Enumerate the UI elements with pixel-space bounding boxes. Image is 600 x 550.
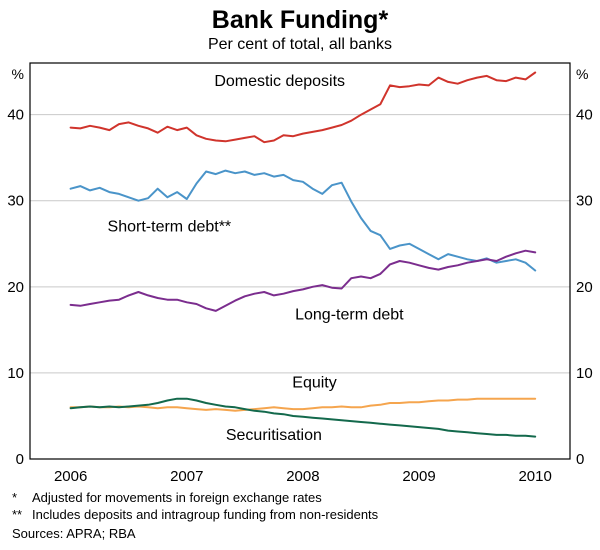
plot-frame (29, 62, 571, 460)
footnote-2-marker: ** (12, 507, 23, 523)
footnote-2: ** Includes deposits and intragroup fund… (12, 506, 590, 524)
y-tick-right-30: 30 (576, 192, 593, 209)
series-label-long-term-debt: Long-term debt (295, 306, 404, 323)
x-tick-2009: 2009 (402, 468, 435, 485)
series-line-securitisation (69, 397, 537, 438)
y-tick-right-0: 0 (576, 451, 584, 468)
page-subtitle: Per cent of total, all banks (207, 35, 393, 53)
footnote-1: * Adjusted for movements in foreign exch… (12, 489, 590, 507)
y-tick-left-10: 10 (7, 365, 24, 382)
sources-text: Sources: APRA; RBA (12, 525, 136, 541)
series-line-long-term-debt (69, 249, 537, 312)
series-line-domestic-deposits (69, 71, 537, 143)
series-label-domestic-deposits: Domestic deposits (214, 73, 345, 90)
chart-header: Bank Funding* Per cent of total, all ban… (0, 0, 600, 55)
footnote-1-text: Adjusted for movements in foreign exchan… (32, 489, 322, 505)
y-tick-right-10: 10 (576, 365, 593, 382)
x-tick-2008: 2008 (286, 468, 319, 485)
footnote-1-marker: * (12, 489, 18, 505)
y-axis-unit-right: % (576, 66, 588, 82)
page-title: Bank Funding* (211, 6, 389, 34)
footnote-2-text: Includes deposits and intragroup funding… (32, 507, 379, 523)
y-tick-left-40: 40 (7, 106, 24, 123)
series-line-short-term-debt (69, 169, 537, 272)
series-label-securitisation: Securitisation (226, 427, 322, 444)
series-line-equity (69, 397, 537, 412)
y-axis-unit-left: % (12, 66, 24, 82)
series-label-equity: Equity (292, 374, 336, 391)
y-tick-left-0: 0 (16, 451, 24, 468)
x-tick-2010: 2010 (518, 468, 551, 485)
footnotes: * Adjusted for movements in foreign exch… (0, 487, 600, 543)
y-tick-right-20: 20 (576, 279, 593, 296)
x-tick-2007: 2007 (170, 468, 203, 485)
y-tick-right-40: 40 (576, 106, 593, 123)
y-tick-left-20: 20 (7, 279, 24, 296)
series-label-short-term-debt: Short-term debt** (108, 218, 232, 235)
x-tick-2006: 2006 (54, 468, 87, 485)
chart-svg: 0 0 10 10 20 20 30 30 40 40% % 2006 2007 2008 2009 2010… (7, 62, 593, 485)
chart-area: 0 0 10 10 20 20 30 30 40 40%% 2006 2007 2008 2009 2010… (0, 55, 600, 487)
y-tick-left-30: 30 (7, 192, 24, 209)
